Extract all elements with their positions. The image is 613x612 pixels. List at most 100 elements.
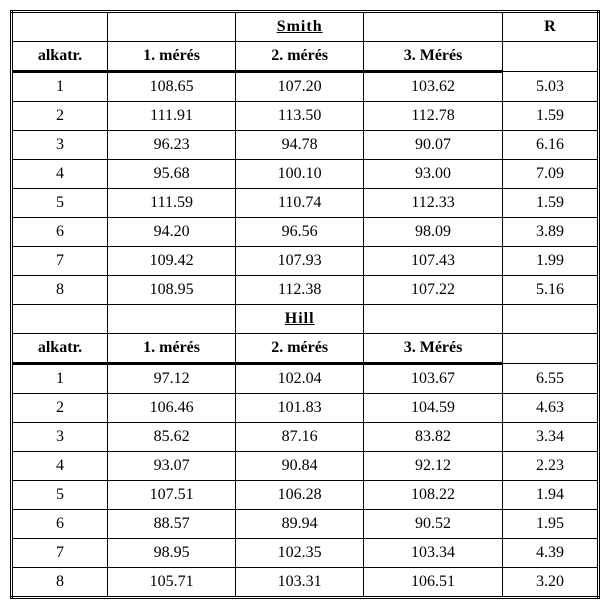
cell-id: 2 (12, 394, 108, 423)
cell-m1: 108.95 (108, 276, 236, 305)
table-row: 495.68100.1093.007.09 (12, 160, 599, 189)
cell-m2: 102.35 (236, 539, 364, 568)
col-header-r (502, 305, 598, 334)
cell-m1: 105.71 (108, 568, 236, 598)
cell-id: 5 (12, 189, 108, 218)
col-header-m2: 2. mérés (236, 334, 364, 364)
cell-m1: 108.65 (108, 72, 236, 102)
empty-cell (12, 12, 108, 42)
empty-cell (364, 12, 503, 42)
cell-r: 4.63 (502, 394, 598, 423)
cell-m3: 107.22 (364, 276, 503, 305)
cell-m3: 103.67 (364, 364, 503, 394)
table-row: 1108.65107.20103.625.03 (12, 72, 599, 102)
cell-m3: 103.34 (364, 539, 503, 568)
cell-id: 8 (12, 276, 108, 305)
table-row: 396.2394.7890.076.16 (12, 131, 599, 160)
table-row: 8108.95112.38107.225.16 (12, 276, 599, 305)
table-row: 5107.51106.28108.221.94 (12, 481, 599, 510)
cell-m1: 111.91 (108, 102, 236, 131)
cell-r: 3.34 (502, 423, 598, 452)
cell-r: 1.59 (502, 102, 598, 131)
cell-id: 1 (12, 364, 108, 394)
cell-m1: 97.12 (108, 364, 236, 394)
cell-id: 3 (12, 131, 108, 160)
cell-m3: 107.43 (364, 247, 503, 276)
cell-m2: 94.78 (236, 131, 364, 160)
table-row: 197.12102.04103.676.55 (12, 364, 599, 394)
cell-r: 4.39 (502, 539, 598, 568)
cell-r: 2.23 (502, 452, 598, 481)
cell-id: 4 (12, 160, 108, 189)
cell-m1: 106.46 (108, 394, 236, 423)
cell-m3: 83.82 (364, 423, 503, 452)
cell-m2: 90.84 (236, 452, 364, 481)
cell-m2: 87.16 (236, 423, 364, 452)
cell-m2: 101.83 (236, 394, 364, 423)
cell-m1: 98.95 (108, 539, 236, 568)
col-header-m2: 2. mérés (236, 42, 364, 72)
empty-cell (108, 12, 236, 42)
empty-cell (502, 42, 598, 72)
cell-m2: 89.94 (236, 510, 364, 539)
cell-r: 1.99 (502, 247, 598, 276)
cell-m3: 90.52 (364, 510, 503, 539)
table-row: 798.95102.35103.344.39 (12, 539, 599, 568)
cell-r: 7.09 (502, 160, 598, 189)
cell-m1: 96.23 (108, 131, 236, 160)
cell-r: 6.55 (502, 364, 598, 394)
cell-m2: 102.04 (236, 364, 364, 394)
cell-r: 1.95 (502, 510, 598, 539)
table-row: 385.6287.1683.823.34 (12, 423, 599, 452)
cell-id: 3 (12, 423, 108, 452)
cell-m2: 113.50 (236, 102, 364, 131)
col-header-alkatr: alkatr. (12, 42, 108, 72)
column-header-row: alkatr.1. mérés2. mérés3. Mérés (12, 42, 599, 72)
cell-r: 6.16 (502, 131, 598, 160)
cell-m1: 93.07 (108, 452, 236, 481)
empty-cell (502, 334, 598, 364)
col-header-r: R (502, 12, 598, 42)
cell-id: 7 (12, 247, 108, 276)
column-header-row: alkatr.1. mérés2. mérés3. Mérés (12, 334, 599, 364)
cell-m1: 85.62 (108, 423, 236, 452)
cell-m1: 95.68 (108, 160, 236, 189)
col-header-m1: 1. mérés (108, 334, 236, 364)
cell-m3: 112.78 (364, 102, 503, 131)
cell-id: 2 (12, 102, 108, 131)
cell-r: 1.59 (502, 189, 598, 218)
table-row: 688.5789.9490.521.95 (12, 510, 599, 539)
section-name-row: Hill (12, 305, 599, 334)
cell-m3: 98.09 (364, 218, 503, 247)
cell-r: 5.16 (502, 276, 598, 305)
cell-m3: 104.59 (364, 394, 503, 423)
cell-m2: 112.38 (236, 276, 364, 305)
table-row: 5111.59110.74112.331.59 (12, 189, 599, 218)
empty-cell (364, 305, 503, 334)
table-row: 694.2096.5698.093.89 (12, 218, 599, 247)
cell-m3: 93.00 (364, 160, 503, 189)
empty-cell (12, 305, 108, 334)
table-row: 7109.42107.93107.431.99 (12, 247, 599, 276)
table-row: 8105.71103.31106.513.20 (12, 568, 599, 598)
cell-r: 3.89 (502, 218, 598, 247)
cell-m2: 103.31 (236, 568, 364, 598)
cell-m1: 88.57 (108, 510, 236, 539)
cell-r: 5.03 (502, 72, 598, 102)
section-name: Hill (236, 305, 364, 334)
cell-m3: 108.22 (364, 481, 503, 510)
table-row: 493.0790.8492.122.23 (12, 452, 599, 481)
cell-m1: 109.42 (108, 247, 236, 276)
cell-m3: 112.33 (364, 189, 503, 218)
cell-m2: 106.28 (236, 481, 364, 510)
cell-id: 5 (12, 481, 108, 510)
table-row: 2106.46101.83104.594.63 (12, 394, 599, 423)
section-name-row: Smith R (12, 12, 599, 42)
col-header-m1: 1. mérés (108, 42, 236, 72)
section-name: Smith (236, 12, 364, 42)
cell-m1: 107.51 (108, 481, 236, 510)
cell-m2: 107.93 (236, 247, 364, 276)
cell-m1: 94.20 (108, 218, 236, 247)
cell-m3: 92.12 (364, 452, 503, 481)
cell-m3: 90.07 (364, 131, 503, 160)
